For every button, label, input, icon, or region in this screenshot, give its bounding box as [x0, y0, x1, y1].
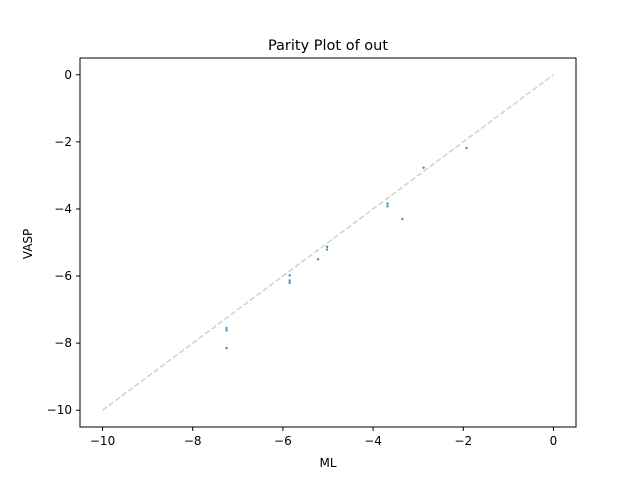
x-tick-label: −10	[90, 434, 115, 448]
data-point	[325, 245, 329, 249]
y-tick-label: −6	[54, 269, 72, 283]
data-point	[288, 281, 291, 284]
data-point	[225, 346, 228, 350]
x-axis-label: ML	[319, 456, 336, 470]
y-tick-label: −4	[54, 202, 72, 216]
plot-area	[102, 74, 554, 411]
y-axis-label: VASP	[21, 229, 35, 260]
x-tick-label: −8	[184, 434, 202, 448]
y-tick-label: 0	[64, 68, 72, 82]
chart-title: Parity Plot of out	[268, 38, 388, 54]
y-axis: −10 −8 −6 −4 −2 0	[47, 68, 80, 417]
data-point	[325, 248, 329, 251]
axes-frame	[79, 57, 577, 428]
y-tick-label: −8	[54, 336, 72, 350]
data-point	[225, 326, 228, 330]
x-tick-label: −6	[274, 434, 292, 448]
x-tick-label: 0	[550, 434, 558, 448]
x-axis: −10 −8 −6 −4 −2 0	[90, 427, 557, 448]
data-point	[288, 274, 291, 277]
data-point	[386, 202, 389, 205]
data-point	[401, 217, 404, 221]
reference-line	[102, 74, 554, 411]
y-tick-label: −10	[47, 403, 72, 417]
y-tick-label: −2	[54, 135, 72, 149]
data-point	[422, 166, 425, 169]
x-tick-label: −4	[364, 434, 382, 448]
data-point	[465, 146, 468, 150]
x-tick-label: −2	[454, 434, 472, 448]
data-point	[316, 258, 320, 261]
data-point	[288, 279, 291, 282]
data-point	[386, 205, 389, 208]
data-point	[225, 329, 228, 332]
